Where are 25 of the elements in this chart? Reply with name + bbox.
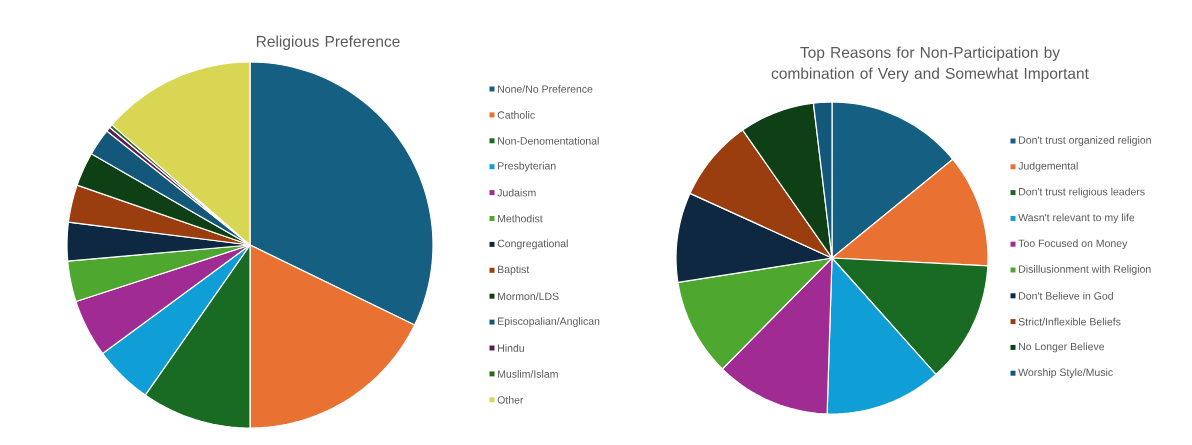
legend-label: No Longer Believe [1019, 342, 1105, 353]
legend-label: Episcopalian/Anglican [498, 317, 600, 327]
legend-label: Don't trust organized religion [1019, 136, 1151, 146]
legend-label: Baptist [498, 265, 530, 276]
legend-label: Disillusionment with Religion [1019, 265, 1151, 275]
legend-label: Catholic [497, 111, 535, 119]
legend-label: Presbyterian [498, 161, 556, 172]
legend-label: Don't trust religious leaders [1019, 187, 1145, 198]
legend-label: Don't Believe in God [1019, 291, 1113, 300]
legend-label: Worship Style/Music [1018, 368, 1113, 379]
legend-label: Non-Denomentational [498, 136, 599, 145]
legend-label: Judgemental [1018, 161, 1078, 172]
legend-label: Mormon/LDS [498, 292, 559, 301]
chart-title: Religious Preference [256, 35, 400, 50]
chart-title: Top Reasons for Non-Participation by combination of Very and Somewhat Important [771, 46, 1089, 82]
legend-label: Wasn't relevant to my life [1018, 213, 1135, 224]
legend-label: Too Focused on Money [1018, 239, 1128, 250]
legend-label: Judaism [497, 188, 536, 197]
legend-label: Other [497, 395, 524, 404]
legend-label: Strict/Inflexible Beliefs [1018, 317, 1121, 326]
legend-label: Hindu [498, 344, 524, 352]
legend-label: Methodist [498, 214, 543, 223]
legend-label: Congregational [497, 239, 568, 250]
legend-label: Muslim/Islam [498, 370, 558, 378]
legend-label: None/No Preference [498, 85, 593, 93]
